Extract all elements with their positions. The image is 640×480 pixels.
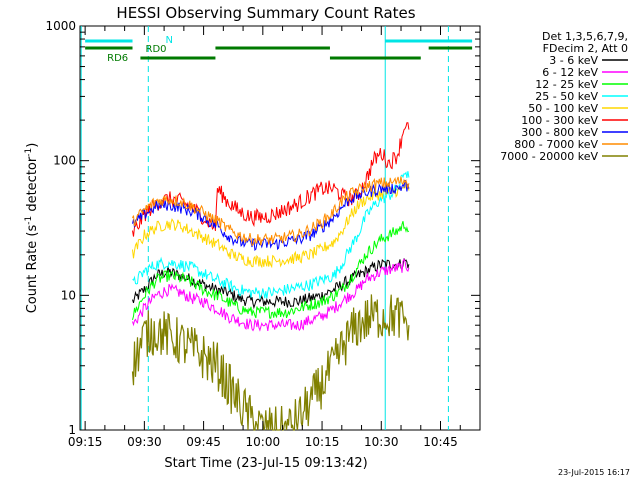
- series-line-5: [132, 122, 410, 237]
- series-line-0: [132, 258, 410, 310]
- flag-n-label: N: [166, 35, 173, 46]
- legend-entry-4: 50 - 100 keV: [528, 102, 598, 115]
- series-line-1: [132, 258, 410, 332]
- plot-frame: [79, 25, 481, 431]
- legend-header-1: Det 1,3,5,6,7,9,: [542, 30, 628, 43]
- x-tick-label-0: 09:15: [68, 435, 103, 449]
- flag-rd6-label: RD6: [107, 53, 128, 64]
- legend-entry-0: 3 - 6 keV: [549, 54, 598, 67]
- legend-header-2: FDecim 2, Att 0: [543, 42, 628, 55]
- series-line-8: [131, 294, 410, 431]
- y-axis-label: Count Rate (s-1 detector-1): [24, 143, 40, 314]
- chart-title: HESSI Observing Summary Count Rates: [116, 4, 415, 22]
- legend-entry-2: 12 - 25 keV: [535, 78, 598, 91]
- y-label-sup-2: -1: [24, 148, 34, 157]
- legend-entry-1: 6 - 12 keV: [542, 66, 598, 79]
- series-line-3: [132, 171, 410, 300]
- y-label-part-1: Count Rate (s: [25, 225, 40, 314]
- series-line-2: [132, 221, 410, 321]
- y-label-sup-1: -1: [24, 216, 34, 225]
- series-lines: [131, 122, 410, 431]
- x-tick-label-6: 10:45: [423, 435, 458, 449]
- legend-entry-8: 7000 - 20000 keV: [500, 150, 598, 163]
- series-line-4: [132, 181, 410, 269]
- x-tick-label-5: 10:30: [364, 435, 399, 449]
- y-tick-label-0: 1: [68, 423, 76, 437]
- series-line-7: [132, 176, 410, 246]
- legend-entry-6: 300 - 800 keV: [521, 126, 598, 139]
- legend-entry-3: 25 - 50 keV: [535, 90, 598, 103]
- x-axis-label: Start Time (23-Jul-15 09:13:42): [164, 456, 367, 471]
- y-label-part-3: ): [25, 143, 40, 148]
- legend-entry-7: 800 - 7000 keV: [514, 138, 598, 151]
- y-label-part-2: detector: [25, 156, 40, 216]
- x-tick-label-3: 10:00: [246, 435, 281, 449]
- axes: 1 10 100 1000 09:15 09:30 09:45 10:00 10:15 10:30…: [45, 19, 481, 449]
- legend: Det 1,3,5,6,7,9, FDecim 2, Att 0 3 - 6 k…: [500, 30, 628, 163]
- flag-rd0-label: RD0: [146, 44, 167, 55]
- y-tick-label-3: 1000: [45, 19, 76, 33]
- footer-timestamp: 23-Jul-2015 16:17: [558, 468, 630, 477]
- y-tick-label-1: 10: [61, 288, 76, 302]
- x-tick-label-1: 09:30: [127, 435, 162, 449]
- legend-entry-5: 100 - 300 keV: [521, 114, 598, 127]
- x-tick-label-4: 10:15: [305, 435, 340, 449]
- plot-frame-rect: [79, 25, 481, 431]
- x-tick-label-2: 09:45: [186, 435, 221, 449]
- y-tick-label-2: 100: [53, 154, 76, 168]
